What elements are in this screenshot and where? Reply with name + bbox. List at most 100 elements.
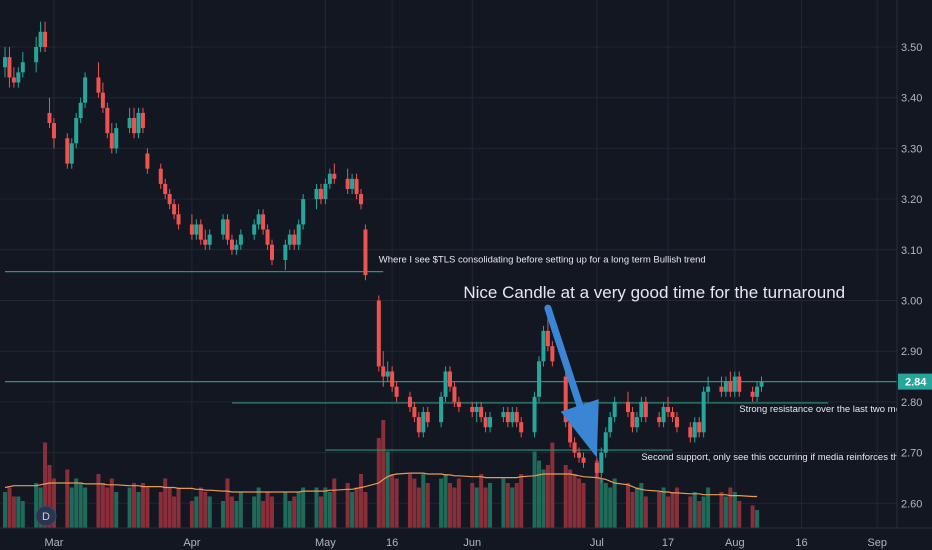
volume-bar [479,474,484,528]
candle-body [581,457,586,463]
volume-bar [96,474,101,528]
x-tick-label: Mar [44,537,63,549]
volume-bar [594,460,599,528]
candle-body [697,422,702,433]
y-tick-label: 2.60 [901,498,922,510]
candle-body [221,219,226,235]
y-tick-label: 3.00 [901,296,922,308]
candle-body [167,194,172,205]
tradingview-logo-icon: D [35,505,57,527]
volume-bar [292,496,297,528]
x-tick-label: 16 [386,537,398,549]
volume-bar [385,451,390,528]
volume-bar [545,465,550,528]
volume-bar [132,483,137,528]
volume-bar [550,442,555,528]
candle-body [127,117,132,129]
x-tick-label: Jul [590,537,604,549]
volume-bar [314,487,319,528]
volume-bar [74,478,79,528]
candle-body [572,442,577,453]
volume-bar [701,496,706,528]
logo-letter: D [42,511,50,523]
candle-body [425,412,430,423]
candle-body [674,417,679,428]
last-price-label: 2.84 [905,377,927,389]
candle-body [16,72,21,83]
candle-body [234,244,239,250]
logo-circle [35,505,57,527]
volume-bar [537,460,541,528]
candle-body [603,432,608,453]
volume-bar [189,501,194,528]
volume-bar [755,510,760,528]
volume-bar [194,496,199,528]
volume-bar [16,496,21,528]
volume-bar [661,487,666,528]
volume-bar [345,483,350,528]
candle-body [265,229,270,245]
volume-bar [412,478,417,528]
x-tick-label: Apr [183,537,200,549]
candle-body [501,412,506,418]
x-tick-label: Aug [725,537,745,549]
annotation-text: Second support, only see this occurring … [641,452,932,463]
candle-body [47,112,52,124]
volume-bar [541,469,546,528]
candle-body [229,239,234,250]
volume-bar [572,474,577,528]
candle-body [172,204,177,215]
candle-body [541,330,546,362]
candle-body [661,406,666,423]
volume-bar [639,483,644,528]
candle-body [568,422,573,443]
volume-bar [78,483,83,528]
y-tick-label: 2.90 [901,346,922,358]
arrow-shaft [544,304,584,409]
candle-body [670,412,675,418]
candle-body [750,391,755,397]
x-tick-label: 16 [795,537,807,549]
candle-body [256,214,261,225]
candle-body [332,173,337,179]
volume-bar [456,478,461,528]
y-tick-label: 3.20 [901,194,922,206]
volume-bar [448,483,452,528]
candle-body [706,386,711,392]
candle-body [510,412,515,423]
volume-bar [83,487,88,528]
volume-bar [706,487,711,528]
volume-bar [51,478,56,528]
volume-bar [697,501,702,528]
volume-bar [318,496,323,528]
y-tick-label: 2.70 [901,448,922,460]
candle-body [545,330,550,347]
price-axis-panel [897,0,932,550]
volume-bar [634,487,639,528]
candle-body [666,406,671,413]
candle-body [38,31,43,47]
candle-body [261,214,266,230]
candle-body [488,417,493,428]
candle-body [639,401,644,418]
volume-bar [221,501,226,528]
volume-bar [350,492,355,528]
volume-bar [390,474,395,528]
candle-body [350,178,355,189]
volume-bar [105,487,110,528]
volume-bar [381,420,386,528]
candle-body [136,112,141,134]
candle-body [11,77,16,83]
volume-bar [443,474,448,528]
volume-bar [354,487,359,528]
candle-body [65,138,70,164]
volume-bar [109,478,114,528]
candle-body [354,178,359,195]
volume-bar [692,492,697,528]
candle-body [34,47,39,63]
candle-body [630,412,635,428]
volume-bar [11,496,16,528]
candle-body [421,412,426,433]
candle-body [207,234,212,245]
